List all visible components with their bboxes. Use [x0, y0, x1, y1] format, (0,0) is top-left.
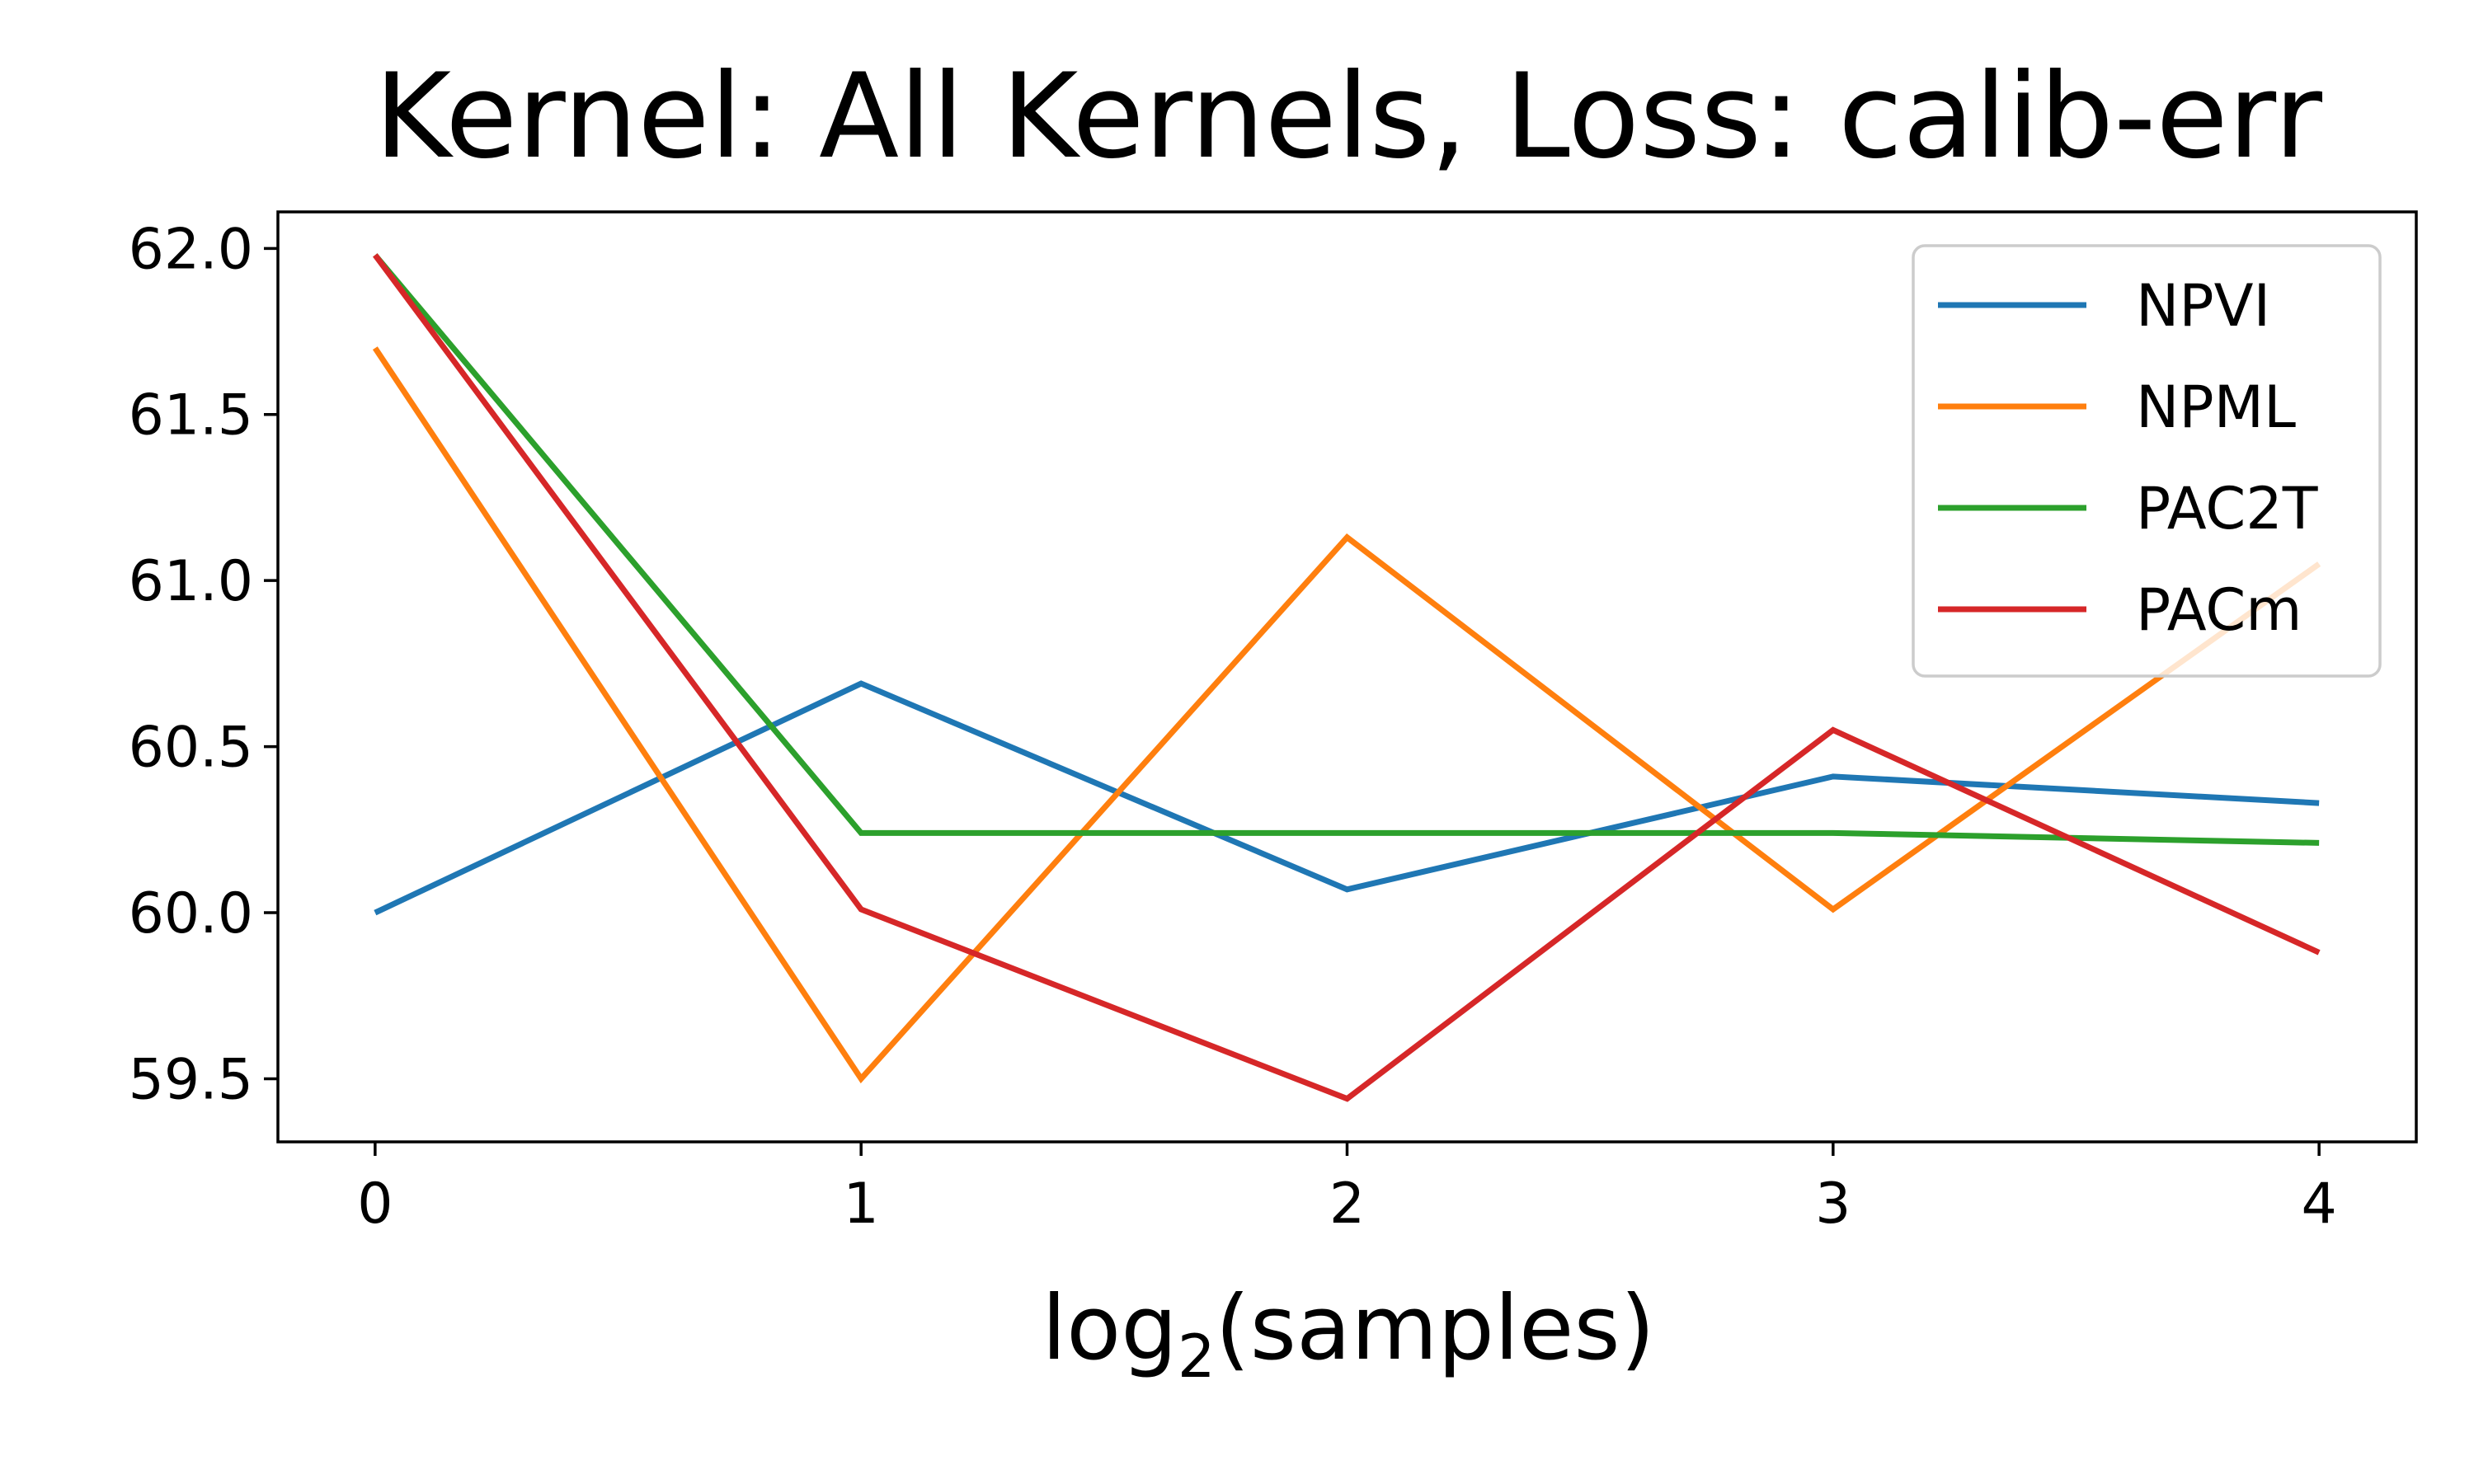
x-tick-label: 2 — [1329, 1172, 1365, 1237]
y-tick-label: 59.5 — [129, 1047, 253, 1112]
y-tick-label: 60.0 — [129, 881, 253, 946]
axes: 0 1 2 3 4 59.5 60.0 60.5 61.0 61.5 62.0 — [129, 210, 2418, 1237]
series-line-pacm — [373, 253, 2321, 1102]
x-tick-label: 1 — [844, 1172, 879, 1237]
series-layer — [372, 253, 2321, 1102]
x-tick-label: 3 — [1815, 1172, 1851, 1237]
chart-title: Kernel: All Kernels, Loss: calib-err — [374, 49, 2323, 185]
y-tick-label: 61.5 — [129, 383, 253, 448]
x-axis-label-prefix: log — [1042, 1277, 1178, 1380]
series-line-npvi — [374, 680, 2320, 916]
legend-label-pac2t: PAC2T — [2136, 475, 2318, 542]
x-axis-label: log2(samples) — [1042, 1277, 1655, 1391]
legend: NPVI NPML PAC2T PACm — [1912, 244, 2382, 678]
series-line-pac2t — [373, 253, 2320, 846]
x-tick-label: 0 — [357, 1172, 393, 1237]
legend-label-npml: NPML — [2136, 373, 2296, 441]
x-tick-label: 4 — [2302, 1172, 2337, 1237]
y-tick-label: 60.5 — [129, 716, 253, 781]
y-tick-label: 62.0 — [129, 217, 253, 282]
legend-label-pacm: PACm — [2136, 576, 2302, 644]
series-line-npml — [372, 346, 2321, 1084]
x-axis-label-suffix: (samples) — [1216, 1277, 1655, 1380]
y-tick-label: 61.0 — [129, 549, 253, 614]
x-axis-label-subscript: 2 — [1178, 1322, 1216, 1391]
legend-box — [1912, 244, 2382, 678]
legend-label-npvi: NPVI — [2136, 272, 2270, 340]
